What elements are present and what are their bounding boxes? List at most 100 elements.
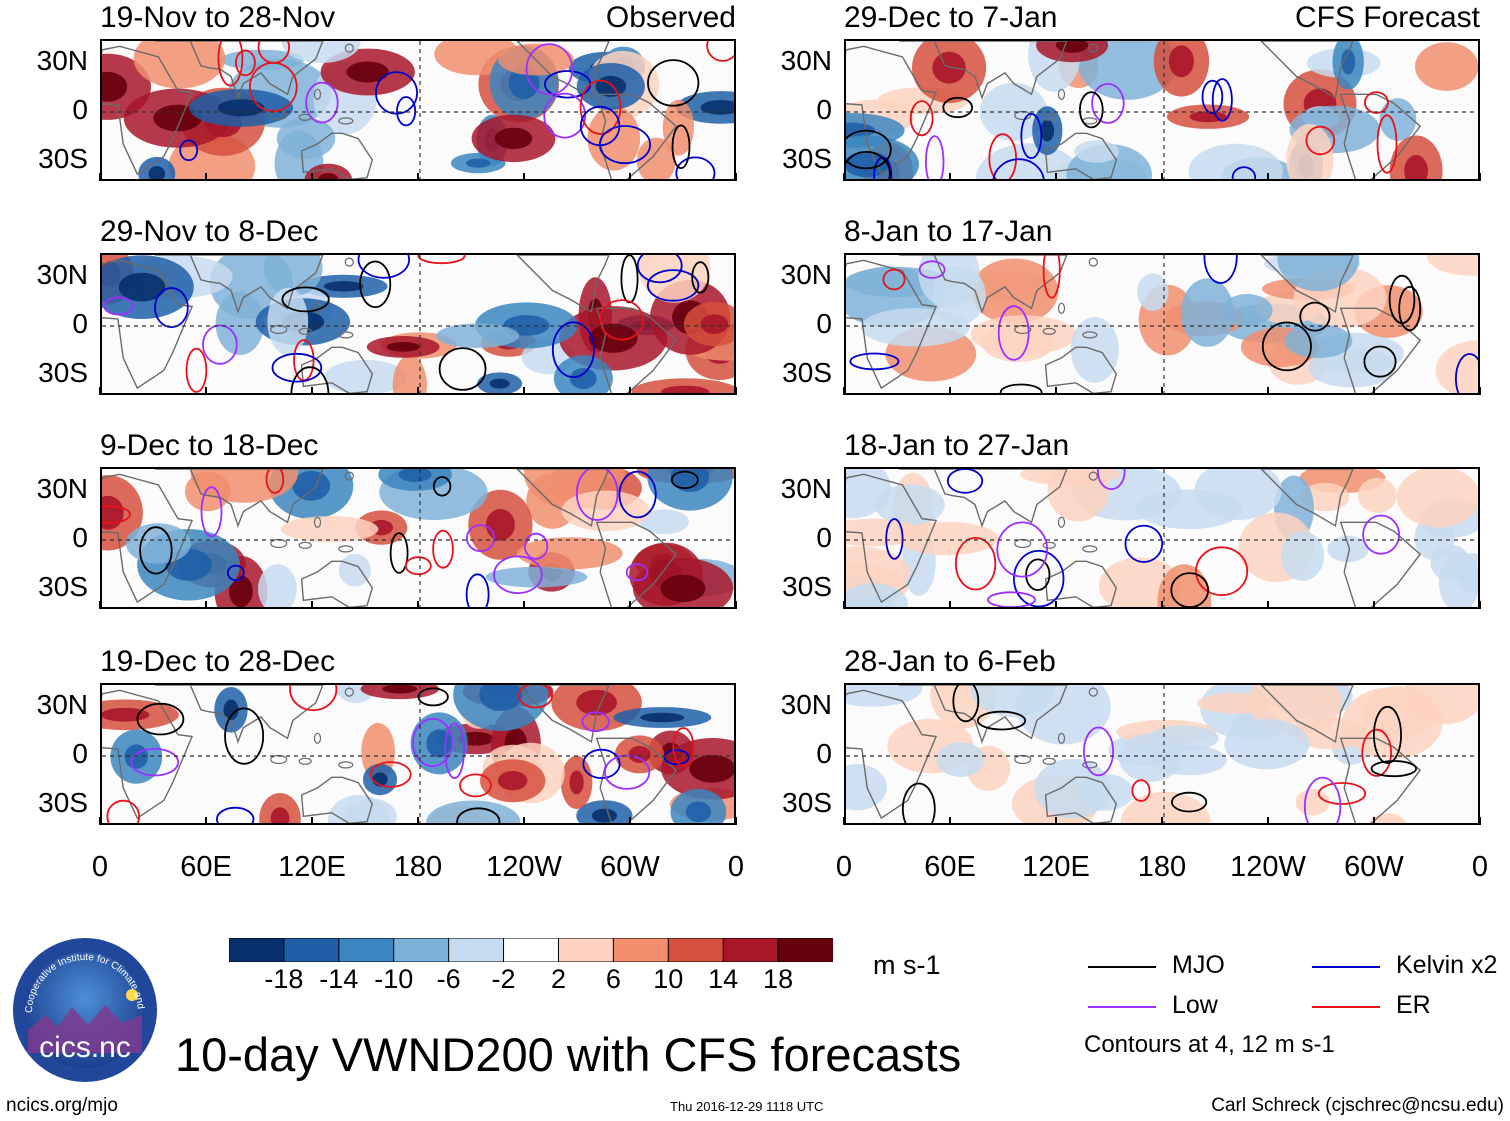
anomaly-blob [267,287,309,355]
filter-contour [1170,791,1208,813]
anomaly-blob [281,516,379,543]
island-outline [1082,545,1098,553]
anomaly-blob [1308,348,1396,388]
y-tick-label: 30N [36,473,88,504]
map-panel [844,467,1480,609]
y-tick-label: 30N [36,45,88,76]
anomaly-blob [215,291,264,356]
x-tick-mark [629,817,631,825]
filter-contour [946,469,984,494]
map-field [846,685,1478,823]
anomaly-blob [979,82,1048,141]
filter-contour [179,139,199,162]
anomaly-core [465,158,491,168]
filter-contour [1013,550,1065,607]
continent-outline [1260,685,1354,743]
filter-contour [438,347,487,391]
colorbar-tick-label: -10 [374,964,414,994]
anomaly-blob [846,583,908,607]
x-tick-mark [99,173,101,181]
filter-contour [1317,782,1367,805]
anomaly-blob [1047,469,1109,522]
x-tick-label: 180 [393,851,443,883]
anomaly-blob [1120,791,1212,823]
filter-contour [389,532,409,574]
anomaly-blob [436,323,519,348]
filter-contour [432,529,454,569]
island-outline [1082,117,1098,125]
continent-outline [102,45,194,176]
panel-title: 28-Jan to 6-Feb [844,645,1056,678]
filter-contour [103,296,134,316]
y-tick-label: 30S [38,143,88,174]
anomaly-blob [1074,140,1120,163]
footer-url[interactable]: ncics.org/mjo [6,1095,118,1116]
island-outline [298,327,312,335]
anomaly-blob [636,137,676,179]
filter-contour [625,563,649,582]
x-tick-mark [1267,601,1269,609]
anomaly-core [569,770,584,795]
filter-contour [102,505,131,524]
island-outline [1042,541,1056,549]
island-outline [1057,302,1066,314]
x-tick-mark [949,601,951,609]
continent-outline [1339,521,1422,607]
anomaly-core [1040,119,1055,142]
island-outline [298,757,312,765]
map-panel [844,253,1480,395]
x-tick-mark [1373,173,1375,181]
island-outline [313,88,322,100]
filter-contour [518,685,553,709]
y-tick-label: 30S [38,571,88,602]
filter-contour [952,685,980,723]
filter-contour [1025,558,1051,591]
x-tick-label: 0 [91,851,109,883]
island-outline [1082,761,1098,769]
anomaly-blob [392,355,427,393]
panel-title: 29-Nov to 8-Dec [100,215,319,248]
island-outline [1042,757,1056,765]
map-field [102,469,734,607]
anomaly-core [386,342,420,352]
anomaly-blob [263,255,323,297]
continent-outline [899,469,1068,528]
colorbar-tick-label: -18 [264,964,304,994]
y-tick-label: 0 [816,94,832,125]
x-tick-label: 60W [1344,851,1404,883]
x-tick-mark [1373,601,1375,609]
anomaly-core [323,281,364,292]
anomaly-core [498,771,528,791]
continent-outline [846,473,938,604]
anomaly-core [640,712,685,723]
legend-label: MJO [1172,951,1225,979]
contour-note: Contours at 4, 12 m s-1 [1084,1031,1335,1058]
island-outline [1088,43,1098,53]
filter-contour [901,782,936,823]
anomaly-blob [338,553,371,587]
legend-line-mjo [1088,966,1156,968]
y-tick-label: 30S [782,357,832,388]
filter-contour [412,718,454,768]
filter-contour [1231,166,1257,179]
colorbar-tick-label: 6 [605,964,621,994]
anomaly-core [398,469,432,482]
x-tick-mark [1479,601,1481,609]
anomaly-blob [1357,477,1397,513]
colorbar-swatch [722,937,780,963]
x-tick-mark [417,387,419,395]
continent-outline [1044,776,1118,823]
map-field [102,41,734,179]
colorbar-swatch [557,937,615,963]
anomaly-blob [1118,733,1182,782]
continent-outline [516,41,610,99]
filter-contour [1020,112,1043,160]
x-tick-label: 0 [835,851,853,883]
anomaly-blob [896,521,998,556]
anomaly-core [700,314,729,334]
anomaly-blob [1284,324,1353,359]
filter-contour [1305,125,1336,156]
filter-contour [846,151,891,179]
x-tick-mark [1161,601,1163,609]
filter-contour [139,526,173,575]
